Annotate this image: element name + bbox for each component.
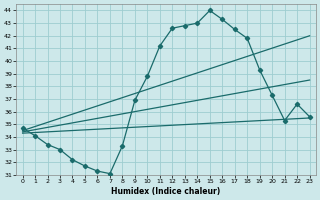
X-axis label: Humidex (Indice chaleur): Humidex (Indice chaleur) — [111, 187, 221, 196]
